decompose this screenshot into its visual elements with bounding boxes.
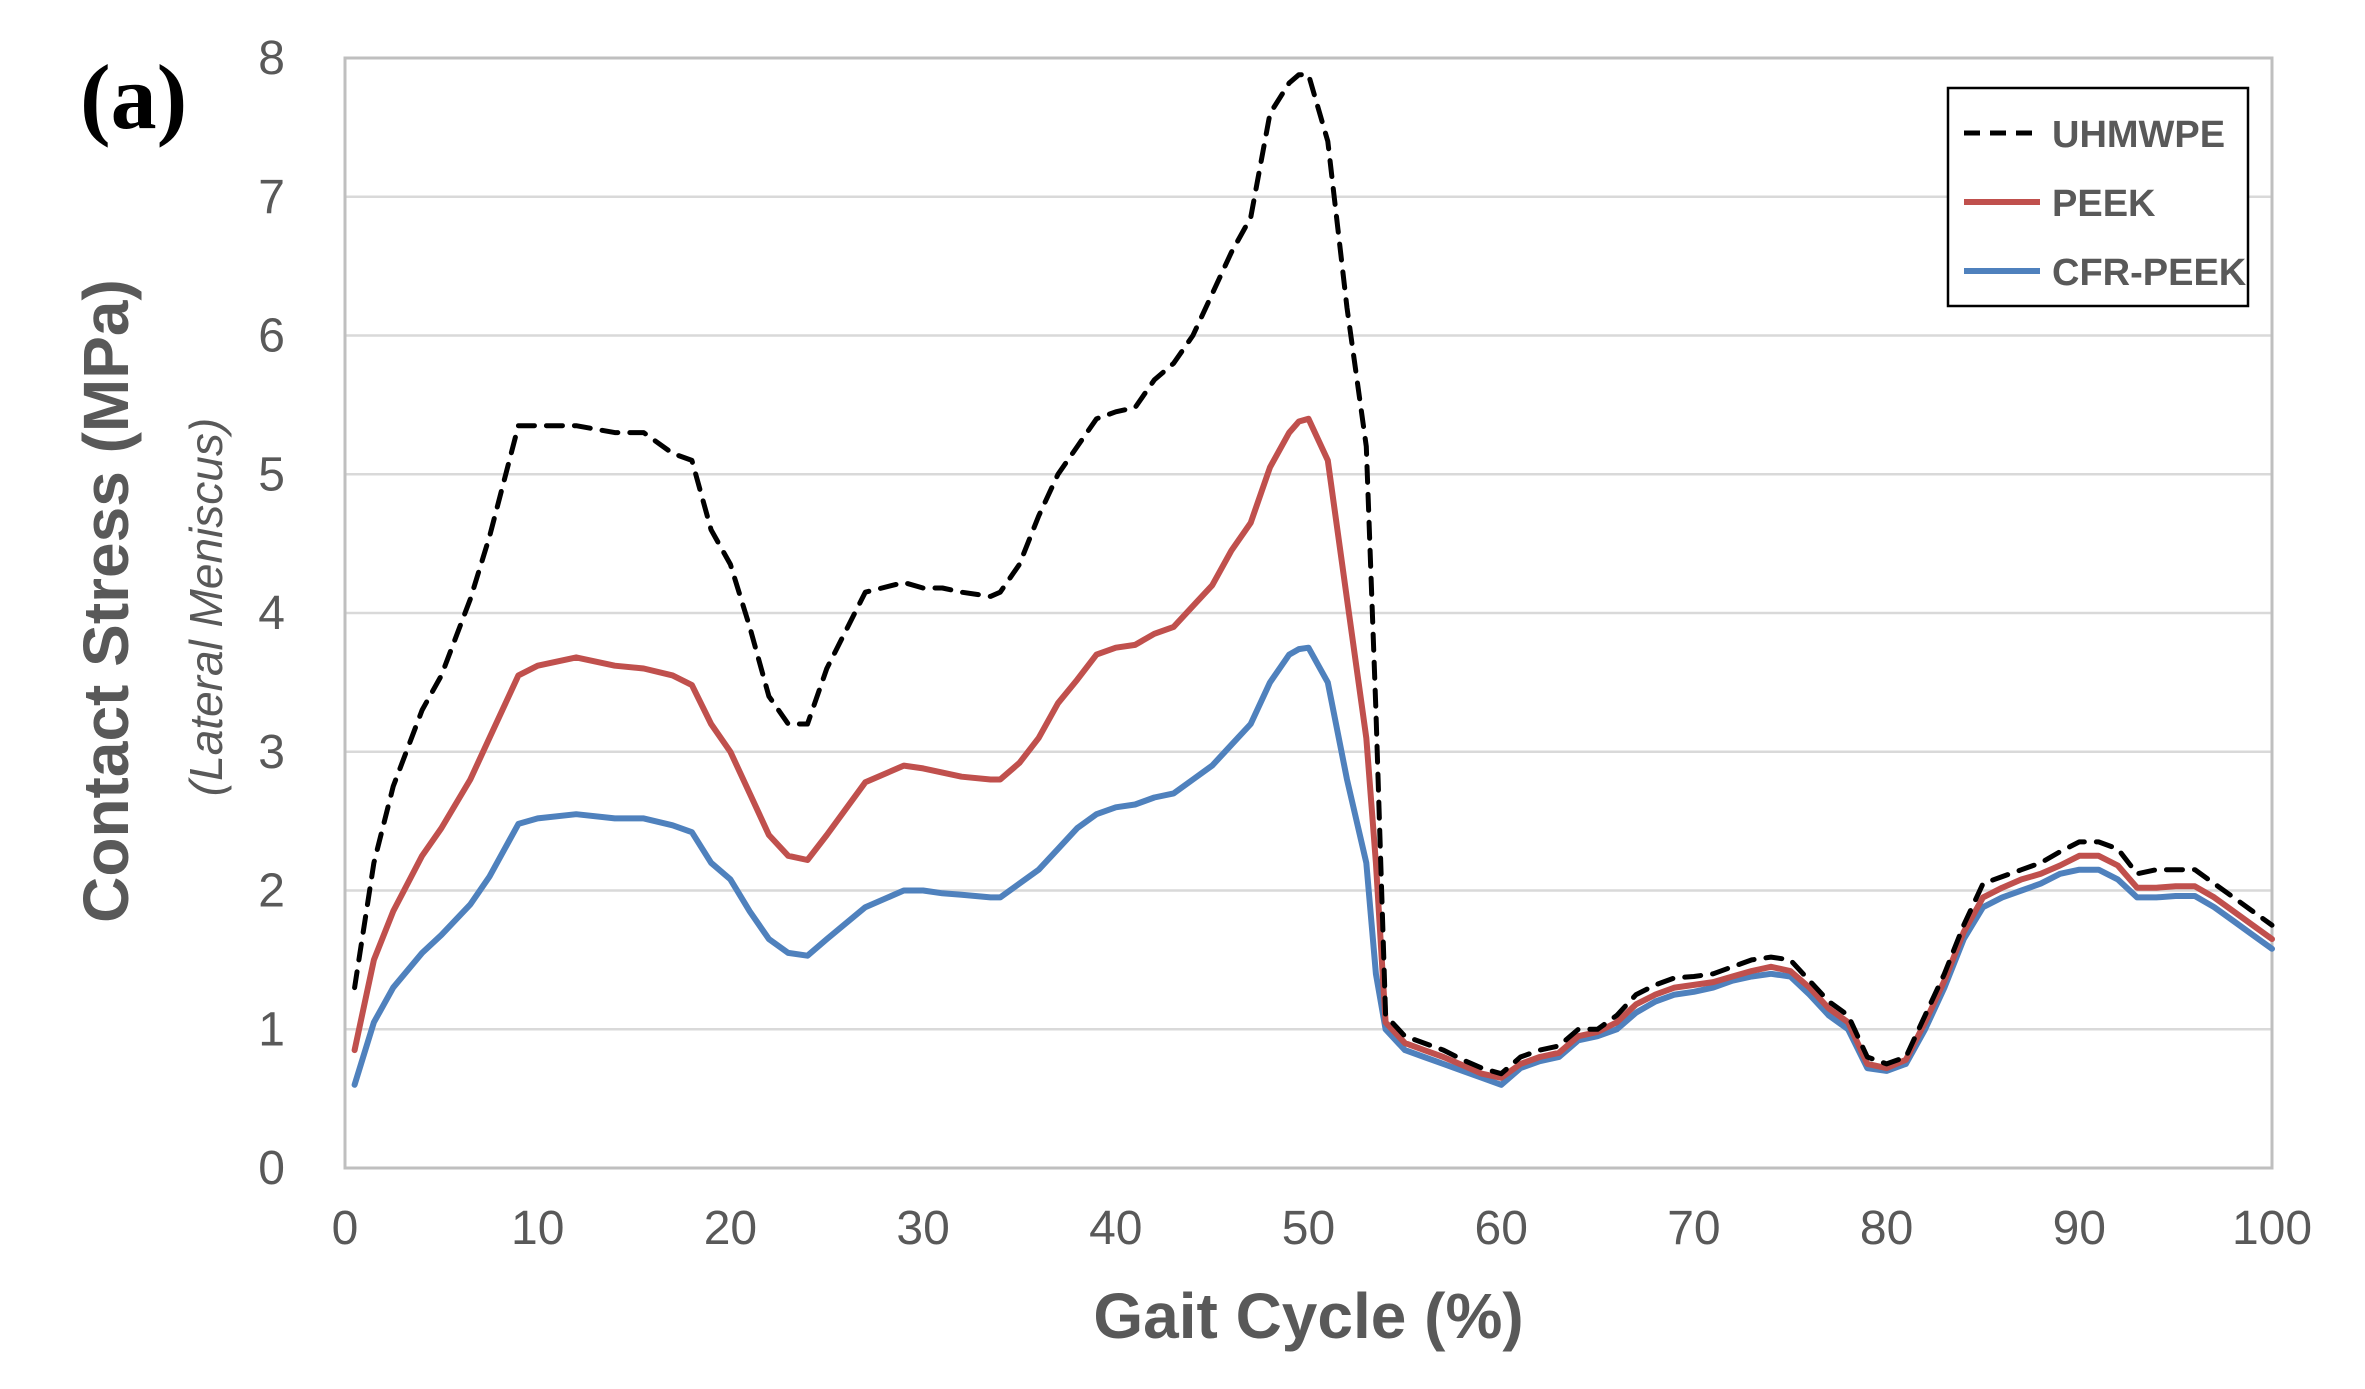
y-tick-label: 7 (258, 171, 285, 224)
x-tick-label: 40 (1089, 1202, 1142, 1255)
legend-label: CFR-PEEK (2052, 252, 2247, 294)
series-line-cfr-peek (351, 644, 2275, 1088)
x-tick-label: 90 (2053, 1202, 2106, 1255)
y-tick-label: 6 (258, 310, 285, 363)
legend: UHMWPE PEEK CFR-PEEK (1946, 86, 2250, 308)
y-axis-title: Contact Stress (MPa) (70, 279, 142, 923)
x-tick-label: 10 (511, 1202, 564, 1255)
x-tick-label: 100 (2232, 1202, 2312, 1255)
x-tick-label: 50 (1282, 1202, 1335, 1255)
legend-label: UHMWPE (2052, 114, 2225, 156)
x-tick-label: 70 (1667, 1202, 1720, 1255)
series-line-uhmwpe (352, 72, 2275, 1077)
plot-area-border (343, 56, 2274, 1170)
y-tick-label: 0 (258, 1142, 285, 1195)
y-tick-label: 1 (258, 1003, 285, 1056)
x-tick-label: 30 (896, 1202, 949, 1255)
y-axis-subtitle: (Lateral Meniscus) (180, 418, 232, 796)
y-tick-label: 2 (258, 865, 285, 918)
legend-entries: UHMWPE PEEK CFR-PEEK (1964, 114, 2247, 294)
x-tick-label: 20 (704, 1202, 757, 1255)
y-tick-label: 4 (258, 587, 285, 640)
x-tick-label: 60 (1475, 1202, 1528, 1255)
panel-label: (a) (80, 46, 187, 148)
y-tick-label: 3 (258, 726, 285, 779)
x-tick-label: 80 (1860, 1202, 1913, 1255)
x-axis-ticks: 0 10 20 30 40 50 60 70 80 90 100 (332, 1202, 2312, 1255)
x-tick-label: 0 (332, 1202, 359, 1255)
series-lines (351, 72, 2275, 1088)
y-tick-label: 5 (258, 448, 285, 501)
y-tick-label: 8 (258, 32, 285, 85)
y-axis-ticks: 0 1 2 3 4 5 6 7 8 (258, 32, 285, 1195)
legend-label: PEEK (2052, 183, 2156, 225)
x-axis-title: Gait Cycle (%) (1093, 1280, 1523, 1352)
series-line-peek (351, 415, 2275, 1081)
